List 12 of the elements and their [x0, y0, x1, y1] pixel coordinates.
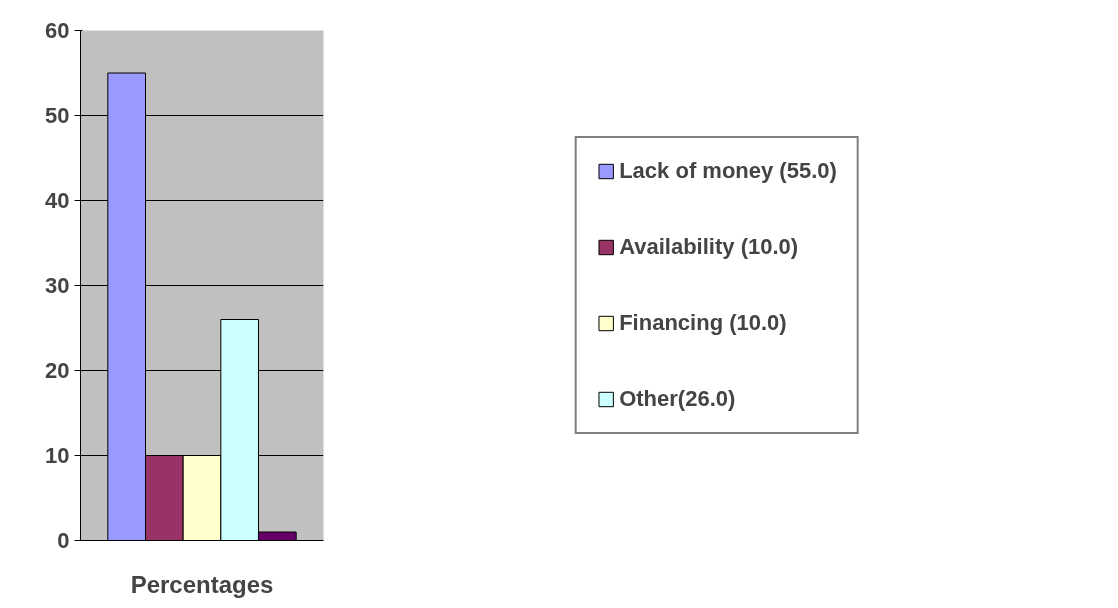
- y-tick-label: 0: [57, 528, 70, 553]
- y-tick-label: 40: [45, 188, 70, 213]
- y-tick-label: 60: [45, 18, 70, 43]
- y-tick-label: 30: [45, 273, 70, 298]
- y-tick-label: 50: [45, 103, 70, 128]
- legend-label: Availability (10.0): [619, 234, 799, 260]
- y-tick-label: 20: [45, 358, 70, 383]
- legend-label: Other(26.0): [619, 386, 736, 412]
- legend-label: Lack of money (55.0): [619, 158, 837, 184]
- y-tick-label: 10: [45, 443, 70, 468]
- legend-label: Financing (10.0): [619, 310, 787, 336]
- x-axis-title: Percentages: [130, 570, 274, 598]
